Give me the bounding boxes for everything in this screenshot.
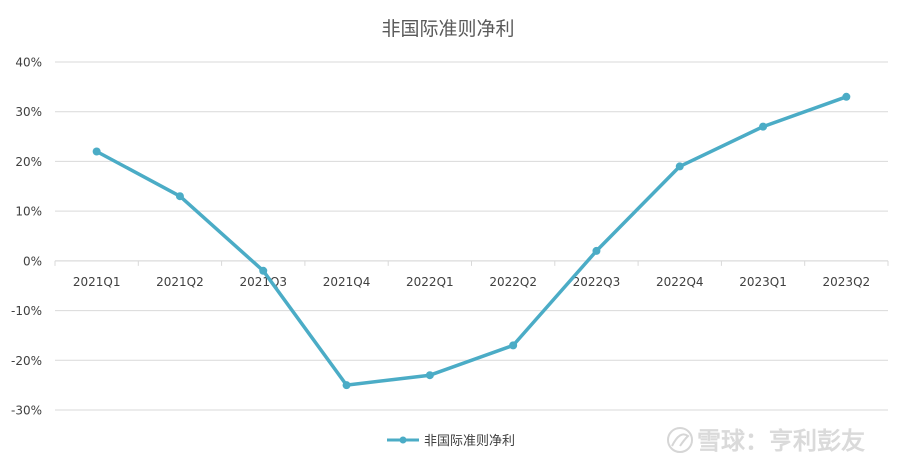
data-point xyxy=(342,381,351,390)
data-point xyxy=(592,246,601,255)
y-tick-label: -20% xyxy=(11,354,42,368)
legend-swatch-marker xyxy=(399,436,407,444)
data-point xyxy=(759,122,768,131)
x-tick-label: 2022Q1 xyxy=(406,275,454,289)
watermark: 雪球：亨利彭友 xyxy=(667,427,865,455)
chart-title: 非国际准则净利 xyxy=(381,18,514,40)
x-tick-label: 2023Q2 xyxy=(823,275,871,289)
data-point xyxy=(842,92,851,101)
legend-label: 非国际准则净利 xyxy=(424,434,515,449)
y-tick-label: 20% xyxy=(15,155,42,169)
data-point xyxy=(259,266,268,275)
data-point xyxy=(509,341,518,350)
y-tick-label: 40% xyxy=(15,56,42,70)
y-axis-tick-labels: 40% 30% 20% 10% 0% -10% -20% -30% xyxy=(11,56,42,418)
gridlines xyxy=(54,61,889,411)
watermark-text: 雪球：亨利彭友 xyxy=(697,427,865,455)
y-tick-label: 30% xyxy=(15,105,42,119)
data-point xyxy=(425,371,434,380)
x-tick-label: 2021Q4 xyxy=(323,275,371,289)
y-tick-label: 0% xyxy=(23,254,42,268)
x-axis-tick-labels: 2021Q1 2021Q2 2021Q3 2021Q4 2022Q1 2022Q2 2022… xyxy=(73,275,870,289)
snowball-logo-icon xyxy=(667,427,693,453)
x-tick-label: 2021Q3 xyxy=(239,275,287,289)
y-tick-label: 10% xyxy=(15,205,42,219)
x-tick-label: 2021Q2 xyxy=(156,275,204,289)
data-point xyxy=(175,192,184,201)
x-tick-label: 2021Q1 xyxy=(73,275,121,289)
y-tick-label: -10% xyxy=(11,304,42,318)
y-tick-label: -30% xyxy=(11,404,42,418)
x-tick-label: 2023Q1 xyxy=(739,275,787,289)
series-layer xyxy=(92,92,851,390)
x-tick-label: 2022Q4 xyxy=(656,275,704,289)
series-line xyxy=(94,95,849,387)
x-tick-label: 2022Q2 xyxy=(489,275,537,289)
x-tick-label: 2022Q3 xyxy=(573,275,621,289)
data-point xyxy=(675,162,684,171)
data-point xyxy=(92,147,101,156)
legend[interactable]: 非国际准则净利 xyxy=(387,434,515,449)
